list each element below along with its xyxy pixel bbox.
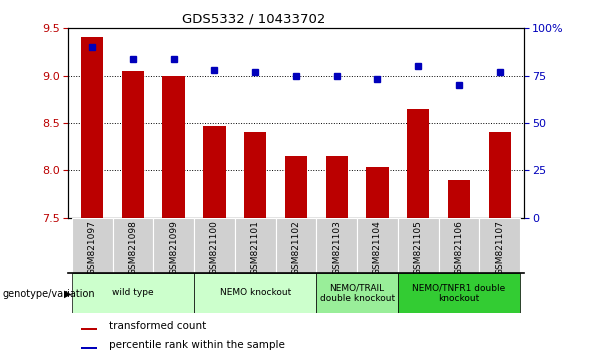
Text: NEMO knockout: NEMO knockout	[220, 289, 291, 297]
Text: NEMO/TNFR1 double
knockout: NEMO/TNFR1 double knockout	[412, 283, 505, 303]
Bar	[163, 76, 185, 218]
Text: GSM821100: GSM821100	[210, 221, 219, 275]
Text: GSM821098: GSM821098	[128, 221, 137, 275]
Text: GSM821107: GSM821107	[495, 221, 504, 275]
Bar	[407, 109, 429, 218]
Text: GSM821097: GSM821097	[88, 221, 97, 275]
Text: GSM821106: GSM821106	[455, 221, 464, 275]
Bar	[479, 218, 520, 273]
Bar	[398, 218, 439, 273]
Bar	[235, 218, 276, 273]
Bar	[81, 37, 104, 218]
Text: GSM821105: GSM821105	[413, 221, 423, 275]
Text: transformed count: transformed count	[109, 321, 206, 331]
Bar	[81, 347, 97, 349]
Bar	[398, 273, 520, 313]
Bar	[488, 132, 511, 218]
Bar	[244, 132, 266, 218]
Bar	[72, 218, 112, 273]
Text: percentile rank within the sample: percentile rank within the sample	[109, 340, 284, 350]
Bar	[122, 71, 144, 218]
Bar	[276, 218, 316, 273]
Bar	[194, 218, 235, 273]
Bar	[112, 218, 153, 273]
Text: wild type: wild type	[112, 289, 154, 297]
Bar	[357, 218, 398, 273]
Bar	[72, 273, 194, 313]
Text: GSM821101: GSM821101	[251, 221, 260, 275]
Bar	[316, 273, 398, 313]
Text: NEMO/TRAIL
double knockout: NEMO/TRAIL double knockout	[320, 283, 395, 303]
Text: GSM821104: GSM821104	[373, 221, 382, 275]
Bar	[326, 156, 348, 218]
Bar	[153, 218, 194, 273]
Bar	[203, 126, 226, 218]
Bar	[284, 156, 307, 218]
Text: GSM821102: GSM821102	[292, 221, 300, 275]
Text: genotype/variation: genotype/variation	[3, 289, 95, 299]
Text: GSM821099: GSM821099	[169, 221, 178, 275]
Bar	[194, 273, 316, 313]
Text: GDS5332 / 10433702: GDS5332 / 10433702	[181, 12, 325, 25]
Bar	[439, 218, 479, 273]
Text: ▶: ▶	[64, 289, 71, 299]
Bar	[448, 180, 470, 218]
Bar	[316, 218, 357, 273]
Text: GSM821103: GSM821103	[332, 221, 341, 275]
Bar	[366, 167, 389, 218]
Bar	[81, 328, 97, 330]
